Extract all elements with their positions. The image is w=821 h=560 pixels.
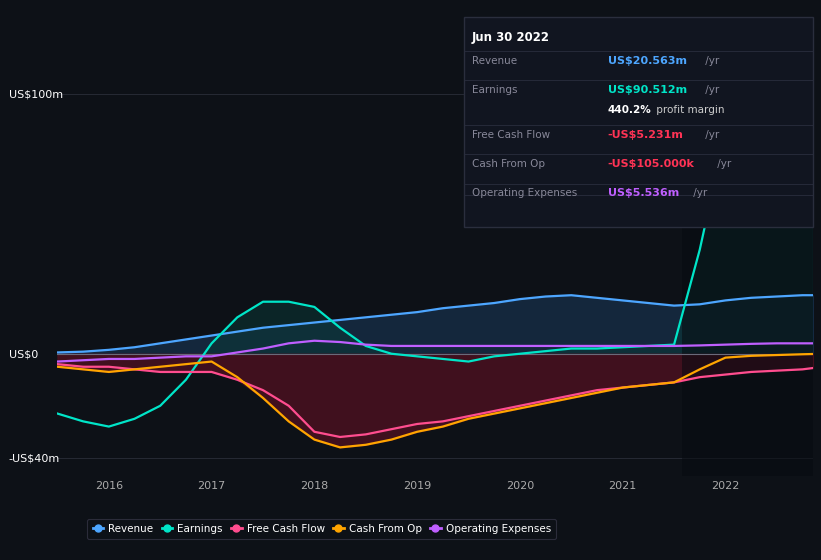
Text: 440.2%: 440.2% xyxy=(608,105,651,115)
Bar xyxy=(682,73,813,476)
Text: US$90.512m: US$90.512m xyxy=(608,85,686,95)
Text: /yr: /yr xyxy=(702,55,719,66)
Text: Revenue: Revenue xyxy=(472,55,517,66)
Text: /yr: /yr xyxy=(690,188,707,198)
Text: /yr: /yr xyxy=(714,159,732,169)
Text: profit margin: profit margin xyxy=(653,105,724,115)
Text: Free Cash Flow: Free Cash Flow xyxy=(472,130,550,140)
Text: -US$105.000k: -US$105.000k xyxy=(608,159,695,169)
Legend: Revenue, Earnings, Free Cash Flow, Cash From Op, Operating Expenses: Revenue, Earnings, Free Cash Flow, Cash … xyxy=(87,519,557,539)
Text: Earnings: Earnings xyxy=(472,85,517,95)
Text: /yr: /yr xyxy=(702,85,719,95)
Text: /yr: /yr xyxy=(702,130,719,140)
Text: Cash From Op: Cash From Op xyxy=(472,159,545,169)
Text: Jun 30 2022: Jun 30 2022 xyxy=(472,31,550,44)
Text: US$5.536m: US$5.536m xyxy=(608,188,679,198)
Text: US$20.563m: US$20.563m xyxy=(608,55,686,66)
Text: Operating Expenses: Operating Expenses xyxy=(472,188,577,198)
Text: -US$5.231m: -US$5.231m xyxy=(608,130,683,140)
